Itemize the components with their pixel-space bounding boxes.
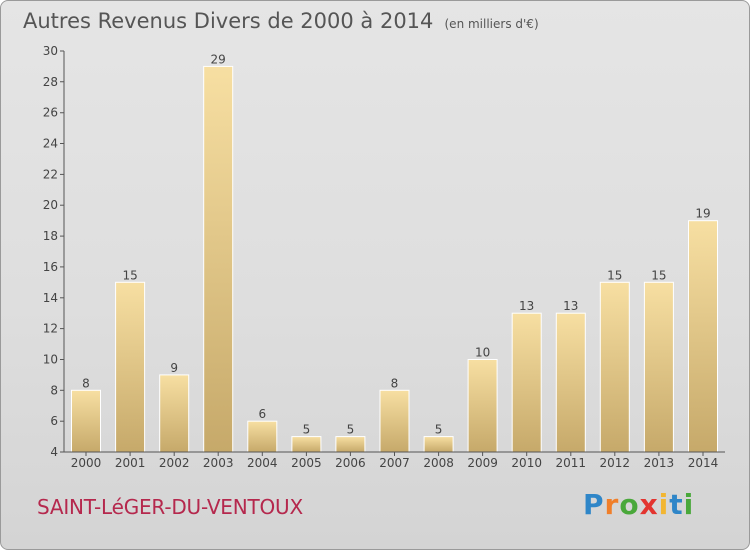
brand-letter: o [619, 488, 640, 521]
value-label-2006: 5 [347, 423, 355, 437]
value-label-2011: 13 [563, 299, 578, 313]
y-tick-label-16: 16 [43, 260, 58, 274]
x-tick-label-2014: 2014 [688, 456, 719, 470]
value-label-2014: 19 [695, 207, 710, 221]
value-label-2001: 15 [122, 268, 137, 282]
x-tick-label-2002: 2002 [159, 456, 190, 470]
bar-2012 [599, 281, 630, 453]
value-label-2009: 10 [475, 346, 490, 360]
y-tick-label-6: 6 [50, 414, 58, 428]
axes-group: 2000 2001 2002 2003 2004 2005 2006 2007 2008 2009… [43, 44, 725, 470]
x-tick-label-2005: 2005 [291, 456, 322, 470]
bar-2011 [555, 312, 586, 453]
x-tick-label-2003: 2003 [203, 456, 234, 470]
y-tick-label-8: 8 [50, 383, 58, 397]
value-label-2003: 29 [211, 52, 226, 66]
chart-title: Autres Revenus Divers de 2000 à 2014 (en… [23, 9, 539, 33]
bar-2004 [247, 420, 278, 453]
brand-letter: P [583, 488, 605, 521]
bar-2010 [511, 312, 542, 453]
y-tick-label-24: 24 [43, 137, 58, 151]
x-tick-label-2008: 2008 [423, 456, 454, 470]
value-label-2002: 9 [170, 361, 178, 375]
bar-2007 [379, 389, 410, 453]
value-label-2007: 8 [391, 376, 399, 390]
bar-2006 [335, 436, 366, 453]
x-tick-label-2006: 2006 [335, 456, 366, 470]
bar-2002 [159, 374, 190, 453]
brand-letter: t [669, 488, 684, 521]
value-label-2005: 5 [303, 423, 311, 437]
y-tick-label-4: 4 [50, 445, 58, 459]
value-label-2010: 13 [519, 299, 534, 313]
y-tick-label-12: 12 [43, 322, 58, 336]
commune-name: SAINT-LéGER-DU-VENTOUX [37, 495, 304, 519]
brand-letter: x [639, 488, 659, 521]
x-tick-label-2001: 2001 [115, 456, 146, 470]
y-tick-label-22: 22 [43, 167, 58, 181]
x-tick-label-2013: 2013 [644, 456, 675, 470]
y-tick-label-14: 14 [43, 291, 58, 305]
value-label-2008: 5 [435, 423, 443, 437]
bar-2009 [467, 359, 498, 453]
x-tick-label-2011: 2011 [556, 456, 587, 470]
bar-2014 [688, 220, 718, 453]
x-tick-label-2000: 2000 [71, 456, 102, 470]
value-label-2004: 6 [258, 407, 266, 421]
bar-2003 [203, 65, 234, 453]
bar-2013 [643, 281, 674, 453]
x-tick-label-2009: 2009 [467, 456, 498, 470]
brand-letter: i [683, 488, 695, 521]
y-tick-label-20: 20 [43, 198, 58, 212]
x-tick-label-2012: 2012 [600, 456, 631, 470]
bar-2000 [71, 389, 101, 453]
brand-letter: r [604, 488, 620, 521]
bar-2005 [291, 436, 322, 453]
y-tick-label-18: 18 [43, 229, 58, 243]
y-tick-label-10: 10 [43, 353, 58, 367]
x-tick-label-2004: 2004 [247, 456, 278, 470]
value-label-2013: 15 [651, 268, 666, 282]
x-tick-label-2007: 2007 [379, 456, 410, 470]
brand-letter: i [658, 488, 670, 521]
y-tick-label-26: 26 [43, 106, 58, 120]
value-label-2012: 15 [607, 268, 622, 282]
value-label-2000: 8 [82, 376, 90, 390]
brand-logo: Proxiti [583, 488, 694, 521]
bar-2008 [423, 436, 454, 453]
bars-group: 8 15 9 29 6 5 5 8 5 10 13 13 15 15 19 [71, 52, 718, 453]
title-main: Autres Revenus Divers de 2000 à 2014 [23, 9, 434, 33]
y-tick-label-30: 30 [43, 44, 58, 58]
title-unit: (en milliers d'€) [444, 17, 539, 31]
y-tick-label-28: 28 [43, 75, 58, 89]
x-tick-label-2010: 2010 [511, 456, 542, 470]
bar-2001 [115, 281, 146, 453]
